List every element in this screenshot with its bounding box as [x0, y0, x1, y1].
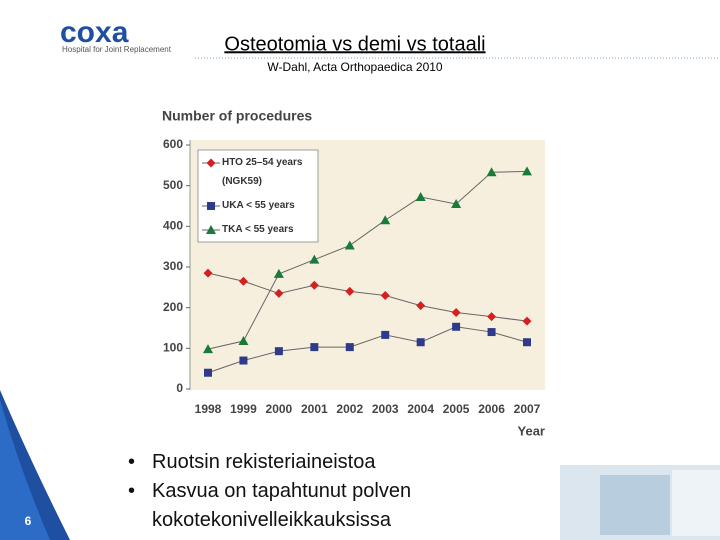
legend-marker	[206, 225, 216, 234]
data-point	[273, 268, 284, 278]
x-tick-label: 2005	[443, 402, 470, 416]
data-point	[415, 192, 426, 202]
data-point	[203, 268, 213, 278]
data-point	[239, 356, 248, 365]
data-point	[487, 312, 497, 322]
x-tick-label: 2003	[372, 402, 399, 416]
data-point	[452, 322, 461, 331]
page-number: 6	[25, 514, 32, 528]
y-tick-label: 600	[163, 137, 183, 151]
data-point	[274, 288, 284, 298]
data-point	[486, 167, 497, 177]
data-point	[416, 301, 426, 311]
x-tick-label: 1999	[230, 402, 257, 416]
data-point	[274, 347, 283, 356]
x-tick-label: 1998	[195, 402, 222, 416]
data-point	[522, 316, 532, 326]
data-point	[310, 343, 319, 352]
slide-title: Osteotomia vs demi vs totaali	[224, 33, 485, 55]
bullet: Kasvua on tapahtunut polven kokotekonive…	[128, 477, 478, 535]
x-tick-label: 2004	[407, 402, 434, 416]
photo-building	[600, 475, 670, 535]
data-point	[522, 166, 532, 176]
corner-decoration	[0, 400, 50, 540]
data-point	[309, 280, 319, 290]
data-point	[344, 240, 355, 250]
y-tick-label: 200	[163, 300, 183, 314]
data-point	[416, 338, 425, 347]
x-tick-label: 2006	[478, 402, 505, 416]
series-line	[207, 272, 528, 322]
bullet: Ruotsin rekisteriaineistoa	[128, 448, 478, 477]
data-point	[451, 308, 461, 318]
x-tick-label: 2001	[301, 402, 328, 416]
data-point	[238, 336, 249, 346]
legend-box	[197, 149, 319, 243]
photo-building	[672, 470, 720, 536]
data-point	[345, 343, 354, 352]
series-line	[207, 326, 528, 374]
data-point	[381, 330, 390, 339]
y-tick-label: 100	[163, 341, 183, 355]
y-tick-label: 300	[163, 259, 183, 273]
bullet-list: Ruotsin rekisteriaineistoaKasvua on tapa…	[128, 448, 478, 535]
legend-marker	[206, 158, 216, 168]
logo: coxa	[60, 16, 129, 49]
slide-subtitle: W-Dahl, Acta Orthopaedica 2010	[267, 60, 443, 74]
data-point	[380, 215, 391, 225]
data-point	[487, 328, 496, 337]
y-axis-title: Number of procedures	[162, 108, 312, 124]
data-point	[380, 290, 390, 300]
data-point	[203, 344, 213, 354]
legend-label: TKA < 55 years	[222, 224, 294, 235]
legend-marker	[207, 202, 215, 210]
logo-tagline: Hospital for Joint Replacement	[62, 45, 172, 54]
data-point	[309, 254, 320, 264]
x-tick-label: 2002	[336, 402, 363, 416]
x-tick-label: 2007	[514, 402, 541, 416]
x-tick-label: 2000	[266, 402, 293, 416]
series-line	[207, 170, 528, 350]
x-axis-title: Year	[518, 423, 545, 438]
y-tick-label: 400	[163, 219, 183, 233]
data-point	[523, 338, 531, 347]
data-point	[238, 276, 248, 286]
data-point	[345, 286, 355, 296]
y-tick-label: 500	[163, 178, 183, 192]
legend-label: HTO 25–54 years (NGK59)	[222, 157, 303, 187]
data-point	[451, 198, 462, 208]
data-point	[204, 368, 212, 377]
y-tick-label: 0	[176, 381, 183, 395]
legend-label: UKA < 55 years	[222, 200, 295, 211]
